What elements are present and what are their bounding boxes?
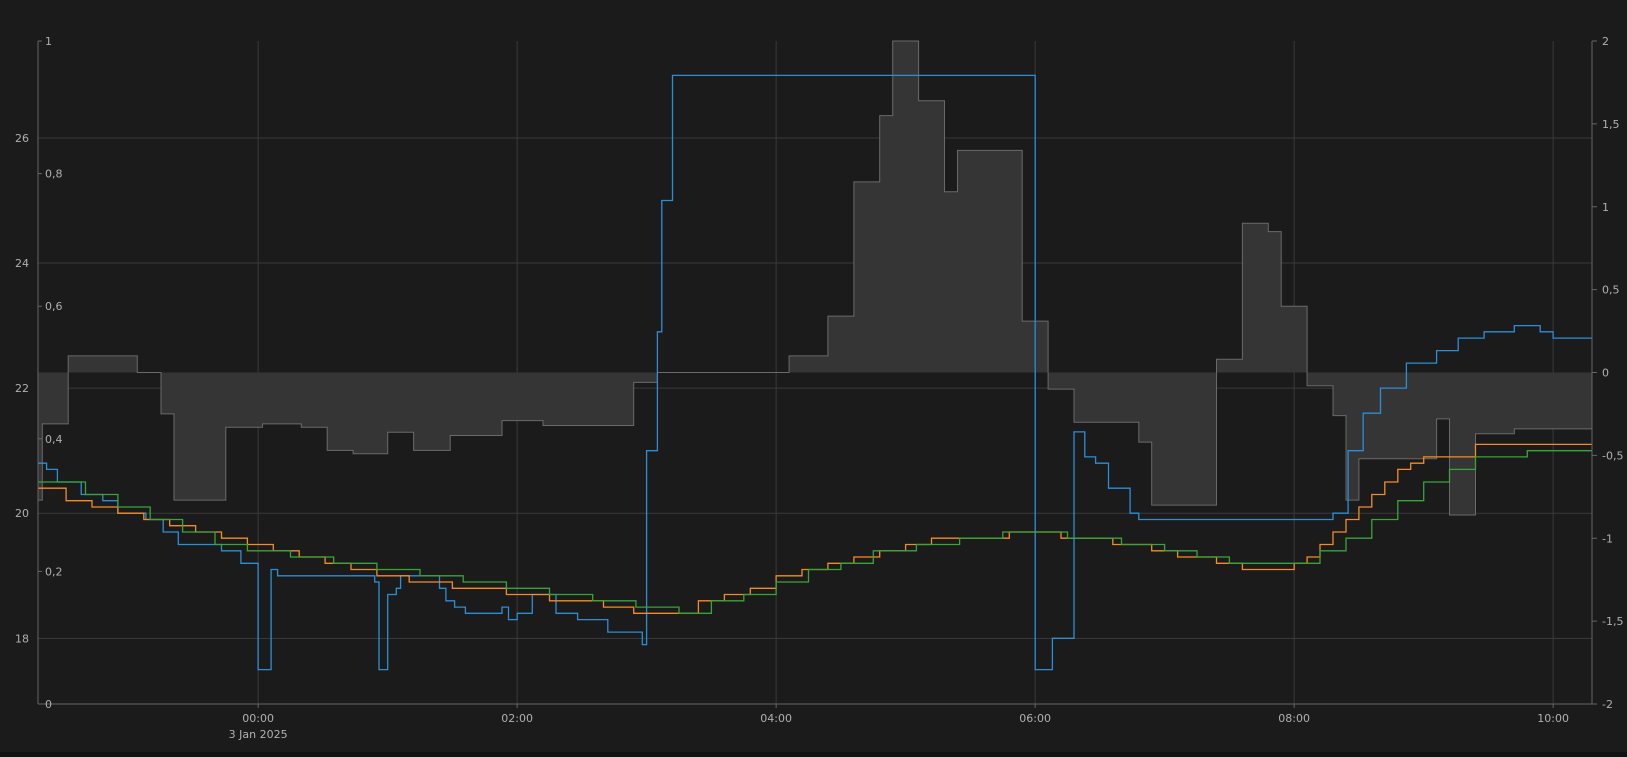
y-right-tick-label: 0,5	[1602, 284, 1620, 297]
y-left-tick-label: 18	[15, 632, 29, 645]
series-orange-line	[38, 443, 1592, 614]
x-tick-date-label: 3 Jan 2025	[229, 728, 288, 741]
y-right-tick-label: 1,5	[1602, 118, 1620, 131]
y-right-tick-label: 2	[1602, 35, 1609, 48]
y-inner-tick-label: 0,8	[45, 168, 63, 181]
y-inner-tick-label: 0,2	[45, 565, 63, 578]
y-right-tick-label: -2	[1602, 698, 1613, 711]
x-tick-label: 06:00	[1019, 712, 1051, 725]
series-grey-area-outline	[38, 40, 1592, 516]
y-right-tick-label: -0,5	[1602, 449, 1623, 462]
tick-labels: 00:00 3 Jan 2025 02:00 04:00 06:00 08:00 10:00…	[15, 35, 1623, 741]
y-inner-tick-label: 0,6	[45, 300, 63, 313]
series-green-line	[38, 450, 1592, 614]
y-right-tick-label: 0	[1602, 367, 1609, 380]
x-tick-label: 02:00	[501, 712, 533, 725]
y-inner-tick-label: 0	[45, 698, 52, 711]
y-right-tick-label: 1	[1602, 201, 1609, 214]
x-tick-label: 10:00	[1537, 712, 1569, 725]
y-left-tick-label: 24	[15, 257, 29, 270]
series-blue-line	[38, 74, 1592, 671]
y-inner-tick-label: 1	[45, 35, 52, 48]
y-left-tick-label: 20	[15, 507, 29, 520]
y-right-tick-label: -1,5	[1602, 615, 1623, 628]
series-grey-area-fill	[38, 41, 1592, 515]
x-tick-label: 04:00	[760, 712, 792, 725]
bottom-scroll-strip	[0, 752, 1627, 757]
y-right-tick-label: -1	[1602, 532, 1613, 545]
y-inner-tick-label: 0,4	[45, 433, 63, 446]
y-left-tick-label: 26	[15, 132, 29, 145]
x-tick-label: 08:00	[1278, 712, 1310, 725]
line-series-layer	[38, 74, 1592, 671]
x-tick-label: 00:00	[242, 712, 274, 725]
axes	[37, 40, 1597, 708]
y-left-tick-label: 22	[15, 382, 29, 395]
area-series-layer	[38, 40, 1592, 516]
